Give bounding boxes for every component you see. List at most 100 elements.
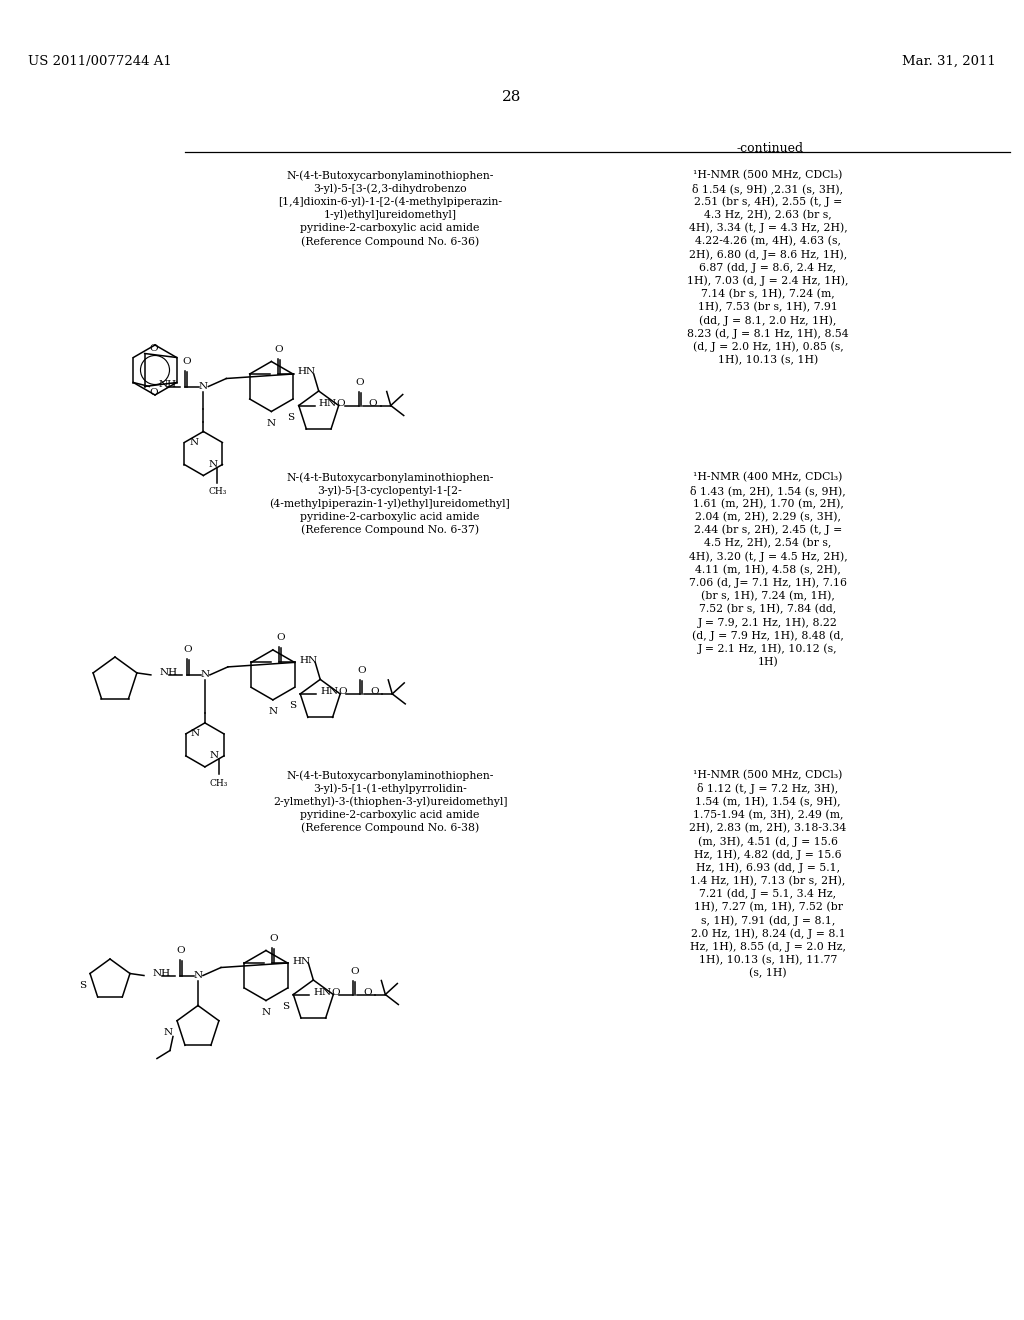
Text: 3-yl)-5-[1-(1-ethylpyrrolidin-: 3-yl)-5-[1-(1-ethylpyrrolidin-	[313, 783, 467, 793]
Text: O: O	[350, 966, 358, 975]
Text: S: S	[289, 701, 296, 710]
Text: 1H), 7.03 (d, J = 2.4 Hz, 1H),: 1H), 7.03 (d, J = 2.4 Hz, 1H),	[687, 276, 849, 286]
Text: N: N	[194, 972, 203, 979]
Text: ¹H-NMR (400 MHz, CDCl₃): ¹H-NMR (400 MHz, CDCl₃)	[693, 473, 843, 482]
Text: Mar. 31, 2011: Mar. 31, 2011	[902, 55, 996, 69]
Text: HN: HN	[292, 957, 310, 965]
Text: O: O	[338, 688, 346, 697]
Text: 2.51 (br s, 4H), 2.55 (t, J =: 2.51 (br s, 4H), 2.55 (t, J =	[694, 197, 842, 207]
Text: NH: NH	[160, 668, 178, 677]
Text: 2.04 (m, 2H), 2.29 (s, 3H),: 2.04 (m, 2H), 2.29 (s, 3H),	[695, 512, 841, 521]
Text: HN: HN	[321, 688, 338, 697]
Text: 1.54 (m, 1H), 1.54 (s, 9H),: 1.54 (m, 1H), 1.54 (s, 9H),	[695, 796, 841, 807]
Text: O: O	[331, 989, 340, 997]
Text: Hz, 1H), 4.82 (dd, J = 15.6: Hz, 1H), 4.82 (dd, J = 15.6	[694, 849, 842, 859]
Text: 4.22-4.26 (m, 4H), 4.63 (s,: 4.22-4.26 (m, 4H), 4.63 (s,	[695, 236, 841, 247]
Text: J = 7.9, 2.1 Hz, 1H), 8.22: J = 7.9, 2.1 Hz, 1H), 8.22	[698, 618, 838, 628]
Text: 7.52 (br s, 1H), 7.84 (dd,: 7.52 (br s, 1H), 7.84 (dd,	[699, 605, 837, 614]
Text: 4.3 Hz, 2H), 2.63 (br s,: 4.3 Hz, 2H), 2.63 (br s,	[705, 210, 831, 220]
Text: ¹H-NMR (500 MHz, CDCl₃): ¹H-NMR (500 MHz, CDCl₃)	[693, 770, 843, 780]
Text: (4-methylpiperazin-1-yl)ethyl]ureidomethyl]: (4-methylpiperazin-1-yl)ethyl]ureidometh…	[269, 499, 510, 510]
Text: (Reference Compound No. 6-36): (Reference Compound No. 6-36)	[301, 236, 479, 247]
Text: (Reference Compound No. 6-37): (Reference Compound No. 6-37)	[301, 525, 479, 536]
Text: HN: HN	[299, 656, 317, 665]
Text: O: O	[369, 399, 377, 408]
Text: O: O	[182, 356, 190, 366]
Text: 4H), 3.34 (t, J = 4.3 Hz, 2H),: 4H), 3.34 (t, J = 4.3 Hz, 2H),	[688, 223, 848, 234]
Text: N: N	[210, 751, 219, 760]
Text: 2H), 6.80 (d, J= 8.6 Hz, 1H),: 2H), 6.80 (d, J= 8.6 Hz, 1H),	[689, 249, 847, 260]
Text: (Reference Compound No. 6-38): (Reference Compound No. 6-38)	[301, 822, 479, 833]
Text: CH₃: CH₃	[210, 779, 228, 788]
Text: (d, J = 7.9 Hz, 1H), 8.48 (d,: (d, J = 7.9 Hz, 1H), 8.48 (d,	[692, 631, 844, 642]
Text: N: N	[208, 459, 217, 469]
Text: O: O	[177, 945, 185, 954]
Text: US 2011/0077244 A1: US 2011/0077244 A1	[28, 55, 172, 69]
Text: 7.14 (br s, 1H), 7.24 (m,: 7.14 (br s, 1H), 7.24 (m,	[701, 289, 835, 300]
Text: δ 1.43 (m, 2H), 1.54 (s, 9H),: δ 1.43 (m, 2H), 1.54 (s, 9H),	[690, 486, 846, 496]
Text: (br s, 1H), 7.24 (m, 1H),: (br s, 1H), 7.24 (m, 1H),	[701, 591, 835, 601]
Text: 2H), 2.83 (m, 2H), 3.18-3.34: 2H), 2.83 (m, 2H), 3.18-3.34	[689, 822, 847, 833]
Text: O: O	[150, 388, 158, 397]
Text: 1H): 1H)	[758, 657, 778, 667]
Text: N-(4-t-Butoxycarbonylaminothiophen-: N-(4-t-Butoxycarbonylaminothiophen-	[287, 770, 494, 780]
Text: S: S	[288, 412, 295, 421]
Text: 2.0 Hz, 1H), 8.24 (d, J = 8.1: 2.0 Hz, 1H), 8.24 (d, J = 8.1	[690, 928, 846, 939]
Text: 7.06 (d, J= 7.1 Hz, 1H), 7.16: 7.06 (d, J= 7.1 Hz, 1H), 7.16	[689, 578, 847, 589]
Text: 1-yl)ethyl]ureidomethyl]: 1-yl)ethyl]ureidomethyl]	[324, 210, 457, 220]
Text: J = 2.1 Hz, 1H), 10.12 (s,: J = 2.1 Hz, 1H), 10.12 (s,	[698, 644, 838, 655]
Text: O: O	[337, 399, 345, 408]
Text: S: S	[79, 982, 86, 990]
Text: 1H), 10.13 (s, 1H), 11.77: 1H), 10.13 (s, 1H), 11.77	[698, 954, 838, 965]
Text: (s, 1H): (s, 1H)	[750, 968, 786, 978]
Text: HN: HN	[298, 367, 315, 376]
Text: 7.21 (dd, J = 5.1, 3.4 Hz,: 7.21 (dd, J = 5.1, 3.4 Hz,	[699, 888, 837, 899]
Text: O: O	[355, 378, 365, 387]
Text: HN: HN	[318, 399, 337, 408]
Text: 1.61 (m, 2H), 1.70 (m, 2H),: 1.61 (m, 2H), 1.70 (m, 2H),	[692, 499, 844, 508]
Text: NH: NH	[153, 969, 171, 978]
Text: δ 1.54 (s, 9H) ,2.31 (s, 3H),: δ 1.54 (s, 9H) ,2.31 (s, 3H),	[692, 183, 844, 194]
Text: pyridine-2-carboxylic acid amide: pyridine-2-carboxylic acid amide	[300, 223, 479, 232]
Text: 4.11 (m, 1H), 4.58 (s, 2H),: 4.11 (m, 1H), 4.58 (s, 2H),	[695, 565, 841, 574]
Text: N: N	[201, 671, 210, 680]
Text: (d, J = 2.0 Hz, 1H), 0.85 (s,: (d, J = 2.0 Hz, 1H), 0.85 (s,	[692, 342, 844, 352]
Text: NH: NH	[159, 380, 176, 389]
Text: 3-yl)-5-[3-(2,3-dihydrobenzo: 3-yl)-5-[3-(2,3-dihydrobenzo	[313, 183, 467, 194]
Text: O: O	[275, 634, 285, 643]
Text: HN: HN	[313, 989, 332, 997]
Text: 2.44 (br s, 2H), 2.45 (t, J =: 2.44 (br s, 2H), 2.45 (t, J =	[694, 525, 842, 536]
Text: (dd, J = 8.1, 2.0 Hz, 1H),: (dd, J = 8.1, 2.0 Hz, 1H),	[699, 315, 837, 326]
Text: O: O	[370, 688, 379, 697]
Text: S: S	[283, 1002, 290, 1011]
Text: O: O	[364, 989, 372, 997]
Text: [1,4]dioxin-6-yl)-1-[2-(4-methylpiperazin-: [1,4]dioxin-6-yl)-1-[2-(4-methylpiperazi…	[278, 197, 502, 207]
Text: N-(4-t-Butoxycarbonylaminothiophen-: N-(4-t-Butoxycarbonylaminothiophen-	[287, 473, 494, 483]
Text: N: N	[189, 438, 199, 447]
Text: N-(4-t-Butoxycarbonylaminothiophen-: N-(4-t-Butoxycarbonylaminothiophen-	[287, 170, 494, 181]
Text: O: O	[183, 645, 193, 653]
Text: N: N	[267, 418, 275, 428]
Text: N: N	[261, 1007, 270, 1016]
Text: 1.75-1.94 (m, 3H), 2.49 (m,: 1.75-1.94 (m, 3H), 2.49 (m,	[693, 809, 843, 820]
Text: 1H), 7.53 (br s, 1H), 7.91: 1H), 7.53 (br s, 1H), 7.91	[698, 302, 838, 313]
Text: ¹H-NMR (500 MHz, CDCl₃): ¹H-NMR (500 MHz, CDCl₃)	[693, 170, 843, 181]
Text: δ 1.12 (t, J = 7.2 Hz, 3H),: δ 1.12 (t, J = 7.2 Hz, 3H),	[697, 783, 839, 795]
Text: 8.23 (d, J = 8.1 Hz, 1H), 8.54: 8.23 (d, J = 8.1 Hz, 1H), 8.54	[687, 329, 849, 339]
Text: 3-yl)-5-[3-cyclopentyl-1-[2-: 3-yl)-5-[3-cyclopentyl-1-[2-	[317, 486, 463, 496]
Text: N: N	[190, 730, 200, 738]
Text: O: O	[150, 345, 158, 352]
Text: O: O	[274, 345, 283, 354]
Text: 6.87 (dd, J = 8.6, 2.4 Hz,: 6.87 (dd, J = 8.6, 2.4 Hz,	[699, 263, 837, 273]
Text: 1H), 7.27 (m, 1H), 7.52 (br: 1H), 7.27 (m, 1H), 7.52 (br	[693, 902, 843, 912]
Text: pyridine-2-carboxylic acid amide: pyridine-2-carboxylic acid amide	[300, 809, 479, 820]
Text: N: N	[164, 1028, 173, 1038]
Text: N: N	[199, 381, 208, 391]
Text: s, 1H), 7.91 (dd, J = 8.1,: s, 1H), 7.91 (dd, J = 8.1,	[700, 915, 836, 925]
Text: Hz, 1H), 8.55 (d, J = 2.0 Hz,: Hz, 1H), 8.55 (d, J = 2.0 Hz,	[690, 941, 846, 952]
Text: 1.4 Hz, 1H), 7.13 (br s, 2H),: 1.4 Hz, 1H), 7.13 (br s, 2H),	[690, 875, 846, 886]
Text: 4H), 3.20 (t, J = 4.5 Hz, 2H),: 4H), 3.20 (t, J = 4.5 Hz, 2H),	[688, 552, 848, 562]
Text: 1H), 10.13 (s, 1H): 1H), 10.13 (s, 1H)	[718, 355, 818, 366]
Text: 4.5 Hz, 2H), 2.54 (br s,: 4.5 Hz, 2H), 2.54 (br s,	[705, 539, 831, 548]
Text: 28: 28	[503, 90, 521, 104]
